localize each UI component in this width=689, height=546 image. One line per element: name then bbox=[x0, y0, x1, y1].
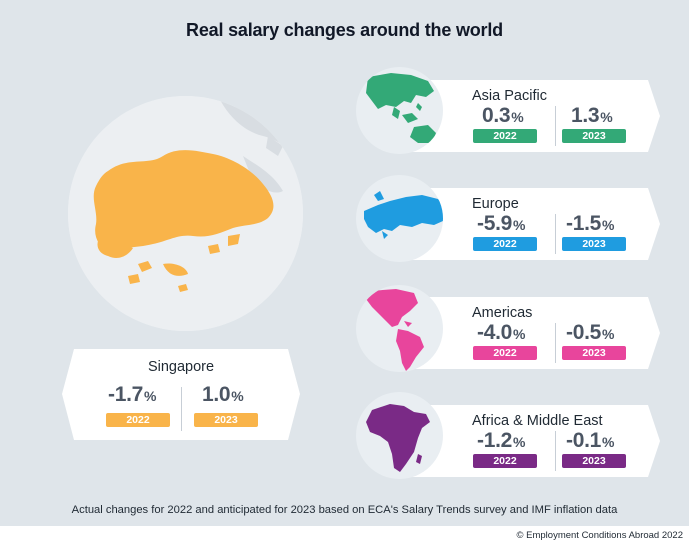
region-value-2022: -5.9% bbox=[477, 212, 526, 235]
region-value-2023: 1.3% bbox=[571, 104, 613, 127]
region-badge-2022: 2022 bbox=[473, 129, 537, 143]
singapore-name: Singapore bbox=[147, 359, 215, 375]
region-name: Africa & Middle East bbox=[472, 413, 603, 429]
singapore-globe-image bbox=[68, 96, 303, 331]
region-name: Europe bbox=[472, 196, 519, 212]
region-badge-2023: 2023 bbox=[562, 237, 626, 251]
singapore-divider bbox=[181, 387, 182, 431]
region-divider bbox=[555, 431, 556, 471]
region-name: Americas bbox=[472, 305, 533, 321]
infographic-title: Real salary changes around the world bbox=[186, 20, 503, 40]
region-badge-2023: 2023 bbox=[562, 346, 626, 360]
asia-pacific-map-icon bbox=[366, 73, 442, 147]
region-value-2022: -4.0% bbox=[477, 321, 526, 344]
region-value-2023: -1.5% bbox=[566, 212, 615, 235]
asia-pacific-globe bbox=[356, 67, 443, 154]
africa-middle-east-map-icon bbox=[366, 404, 430, 472]
region-name: Asia Pacific bbox=[472, 88, 547, 104]
region-value-2022: -1.2% bbox=[477, 429, 526, 452]
americas-map-icon bbox=[366, 289, 424, 371]
region-divider bbox=[555, 323, 556, 363]
footnote: Actual changes for 2022 and anticipated … bbox=[71, 504, 618, 516]
region-divider bbox=[555, 214, 556, 254]
singapore-map-icon bbox=[68, 96, 303, 331]
region-value-2023: -0.5% bbox=[566, 321, 615, 344]
region-badge-2022: 2022 bbox=[473, 346, 537, 360]
americas-globe bbox=[356, 285, 443, 372]
region-value-2023: -0.1% bbox=[566, 429, 615, 452]
europe-map-icon bbox=[364, 191, 443, 239]
africa-middle-east-globe bbox=[356, 392, 443, 479]
region-badge-2023: 2023 bbox=[562, 454, 626, 468]
europe-globe bbox=[356, 175, 443, 262]
singapore-value-2023: 1.0% bbox=[202, 383, 244, 406]
singapore-badge-2022: 2022 bbox=[106, 413, 170, 427]
singapore-badge-2023: 2023 bbox=[194, 413, 258, 427]
region-card-africa-middle-east: Africa & Middle East -1.2% -0.1% 2022 20… bbox=[398, 405, 660, 477]
region-badge-2022: 2022 bbox=[473, 237, 537, 251]
region-badge-2022: 2022 bbox=[473, 454, 537, 468]
copyright: © Employment Conditions Abroad 2022 bbox=[516, 530, 684, 541]
singapore-value-2022: -1.7% bbox=[108, 383, 157, 406]
singapore-card: Singapore -1.7% 1.0% 2022 2023 bbox=[62, 349, 300, 440]
region-badge-2023: 2023 bbox=[562, 129, 626, 143]
region-divider bbox=[555, 106, 556, 146]
region-value-2022: 0.3% bbox=[482, 104, 524, 127]
